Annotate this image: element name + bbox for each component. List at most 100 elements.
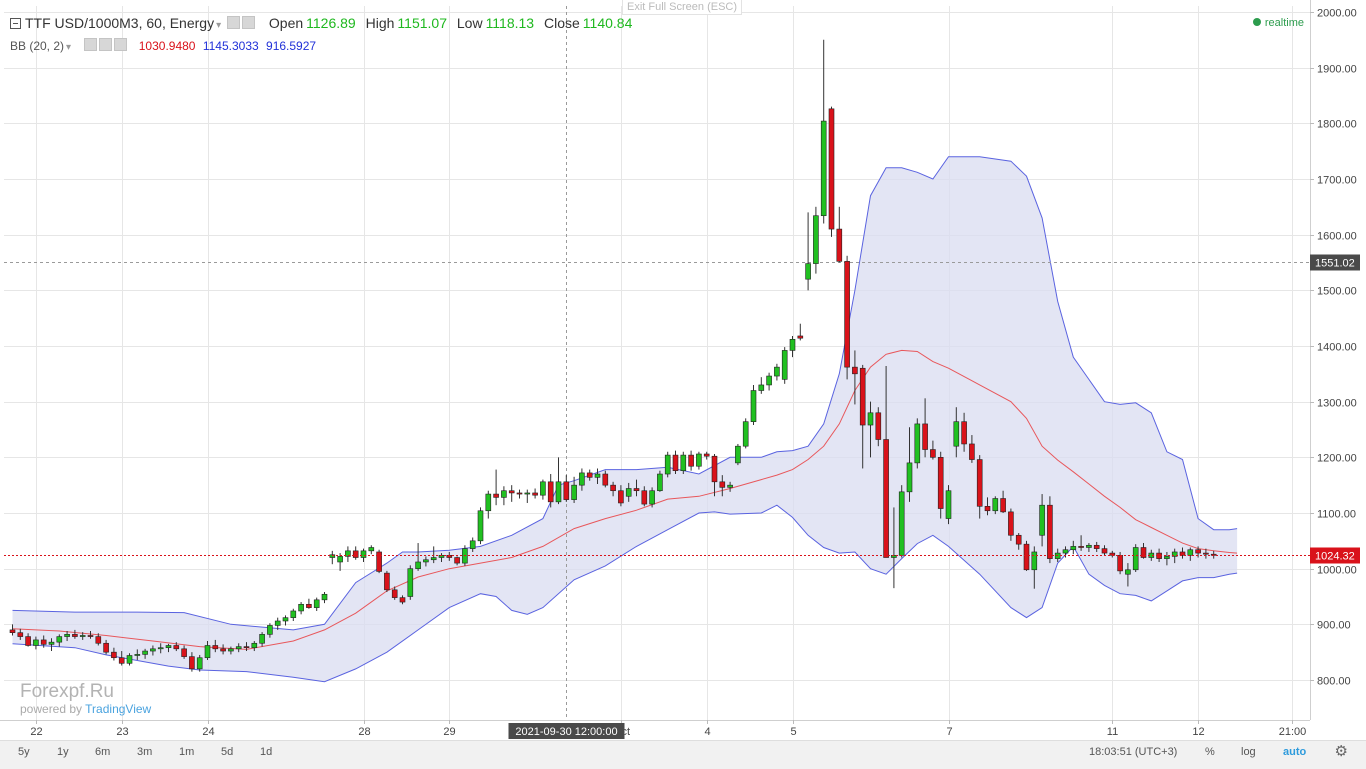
candle[interactable] <box>493 469 499 506</box>
candle[interactable] <box>407 565 414 600</box>
candle[interactable] <box>368 545 375 555</box>
candle[interactable] <box>1015 533 1022 550</box>
candle[interactable] <box>243 642 250 652</box>
candle[interactable] <box>625 482 632 502</box>
auto-scale-button[interactable]: auto <box>1283 746 1307 758</box>
candle[interactable] <box>189 652 195 672</box>
candle[interactable] <box>142 648 148 659</box>
candle[interactable] <box>633 479 640 497</box>
candle[interactable] <box>454 556 460 566</box>
candle[interactable] <box>259 632 265 647</box>
candle[interactable] <box>758 377 765 394</box>
candle[interactable] <box>742 418 749 449</box>
candle[interactable] <box>118 651 125 666</box>
candle[interactable] <box>532 488 538 499</box>
candle[interactable] <box>672 450 679 475</box>
price-axis[interactable]: 800.00 900.00 1000.00 1100.00 1200.00 1300.00… <box>1310 0 1366 740</box>
candle[interactable] <box>72 629 78 639</box>
candle[interactable] <box>1132 544 1139 573</box>
candle[interactable] <box>602 470 609 488</box>
candle[interactable] <box>1008 508 1014 541</box>
candle[interactable] <box>220 644 226 655</box>
candle[interactable] <box>664 451 671 478</box>
candle[interactable] <box>571 476 577 503</box>
candle[interactable] <box>524 489 531 503</box>
candle[interactable] <box>781 347 788 384</box>
candle[interactable] <box>711 453 718 497</box>
range-6m-button[interactable]: 6m <box>95 746 111 758</box>
candle[interactable] <box>352 546 359 560</box>
candle[interactable] <box>852 350 858 405</box>
candle[interactable] <box>1164 551 1170 566</box>
candle[interactable] <box>594 468 601 485</box>
candle[interactable] <box>95 633 102 646</box>
candle[interactable] <box>1203 548 1209 559</box>
candle[interactable] <box>345 546 351 562</box>
candle[interactable] <box>1093 541 1100 552</box>
range-5d-button[interactable]: 5d <box>221 746 234 758</box>
candle[interactable] <box>1101 545 1108 556</box>
candle[interactable] <box>173 642 180 652</box>
candle[interactable] <box>111 647 117 661</box>
candle[interactable] <box>859 364 866 469</box>
candle[interactable] <box>1140 543 1147 559</box>
candle[interactable] <box>1086 543 1092 552</box>
candle[interactable] <box>813 206 819 274</box>
candle[interactable] <box>1000 490 1006 513</box>
candle[interactable] <box>150 645 156 656</box>
percent-scale-button[interactable]: % <box>1205 746 1215 758</box>
candle[interactable] <box>1125 563 1131 587</box>
candle[interactable] <box>477 507 484 545</box>
candle[interactable] <box>992 496 999 515</box>
candle[interactable] <box>79 632 86 640</box>
candle[interactable] <box>828 106 835 237</box>
candle[interactable] <box>680 451 687 475</box>
candle[interactable] <box>898 485 905 558</box>
candle[interactable] <box>423 556 429 567</box>
candle[interactable] <box>1171 548 1178 564</box>
candles[interactable] <box>9 39 1217 672</box>
candle[interactable] <box>204 641 211 660</box>
candle[interactable] <box>103 639 109 655</box>
range-1m-button[interactable]: 1m <box>179 746 195 758</box>
candle[interactable] <box>64 631 70 642</box>
candle[interactable] <box>563 475 570 502</box>
tradingview-link[interactable]: TradingView <box>85 702 152 716</box>
candle[interactable] <box>657 470 663 492</box>
candle[interactable] <box>501 486 507 506</box>
candle[interactable] <box>735 443 741 466</box>
candle[interactable] <box>376 549 382 574</box>
candle[interactable] <box>415 543 421 571</box>
indicator-eye-icon[interactable] <box>99 38 113 51</box>
candle[interactable] <box>719 475 726 497</box>
candle[interactable] <box>547 474 554 508</box>
range-1d-button[interactable]: 1d <box>260 746 273 758</box>
candle[interactable] <box>134 649 141 660</box>
candle[interactable] <box>228 646 234 655</box>
candle[interactable] <box>25 633 31 647</box>
candle[interactable] <box>9 624 16 636</box>
candle[interactable] <box>649 487 655 508</box>
candle[interactable] <box>750 384 757 426</box>
candle[interactable] <box>391 586 398 600</box>
indicator-remove-icon[interactable] <box>114 38 128 51</box>
candle[interactable] <box>516 489 523 499</box>
candle[interactable] <box>235 643 242 653</box>
candle[interactable] <box>267 623 273 638</box>
candle[interactable] <box>329 550 336 565</box>
candle[interactable] <box>844 255 850 380</box>
candle[interactable] <box>914 418 921 469</box>
candle[interactable] <box>1039 494 1045 547</box>
candle[interactable] <box>945 485 952 525</box>
candle[interactable] <box>282 615 289 626</box>
candle[interactable] <box>1070 540 1077 555</box>
candle[interactable] <box>867 401 874 458</box>
candle[interactable] <box>298 602 304 615</box>
candle[interactable] <box>774 363 780 381</box>
eye-icon[interactable] <box>242 16 255 29</box>
candle[interactable] <box>969 435 975 463</box>
range-5y-button[interactable]: 5y <box>18 746 30 758</box>
range-3m-button[interactable]: 3m <box>137 746 153 758</box>
candle[interactable] <box>797 323 804 341</box>
